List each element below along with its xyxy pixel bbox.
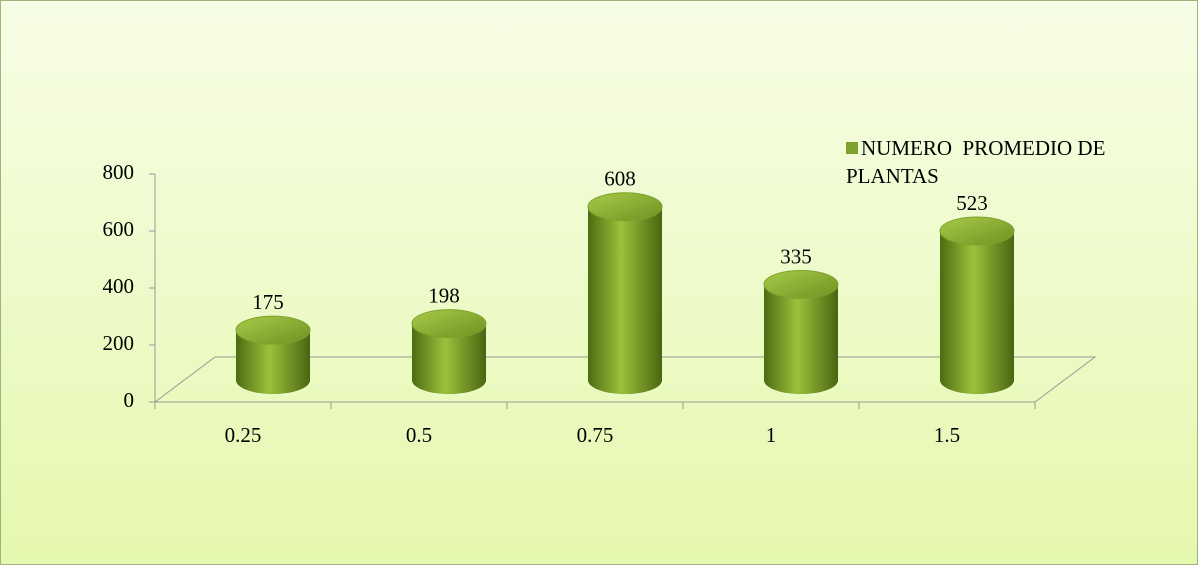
x-tick-label: 1.5 [934,423,960,447]
data-label: 198 [428,283,460,307]
bar-top [763,270,839,300]
y-tick-label: 800 [103,160,135,184]
data-label: 608 [604,167,636,191]
bar-bottom-front [236,366,310,394]
bar-body [940,230,1014,380]
bar-top [235,315,311,345]
data-label: 523 [956,191,988,215]
bar-top [587,192,663,222]
legend-swatch [846,142,858,154]
bar [763,270,839,394]
bar-top [939,216,1015,246]
bar-body [588,206,662,380]
bar [939,216,1015,394]
bar-bottom-front [764,366,838,394]
bar [235,315,311,394]
y-tick-label: 0 [124,388,135,412]
y-tick-label: 200 [103,331,135,355]
x-tick-label: 0.75 [577,423,614,447]
legend-label: NUMERO PROMEDIO DE PLANTAS [846,136,1111,188]
x-tick-label: 0.25 [225,423,262,447]
bar [587,192,663,394]
bar [411,309,487,394]
x-tick-label: 0.5 [406,423,432,447]
bar-bottom-front [940,366,1014,394]
floor [153,356,1097,403]
legend: NUMERO PROMEDIO DE PLANTAS [846,134,1166,190]
data-label: 175 [252,290,284,314]
bar-bottom-front [588,366,662,394]
y-tick-label: 600 [103,217,135,241]
bar-top [411,309,487,339]
data-label: 335 [780,244,812,268]
y-tick-label: 400 [103,274,135,298]
bar-bottom-front [412,366,486,394]
bar-body [764,284,838,380]
x-tick-label: 1 [766,423,777,447]
